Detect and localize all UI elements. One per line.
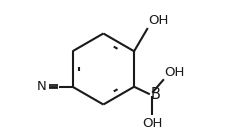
Text: OH: OH bbox=[148, 14, 169, 27]
Text: B: B bbox=[150, 87, 160, 102]
Text: N: N bbox=[37, 80, 46, 93]
Text: OH: OH bbox=[142, 116, 162, 130]
Text: OH: OH bbox=[165, 66, 185, 79]
